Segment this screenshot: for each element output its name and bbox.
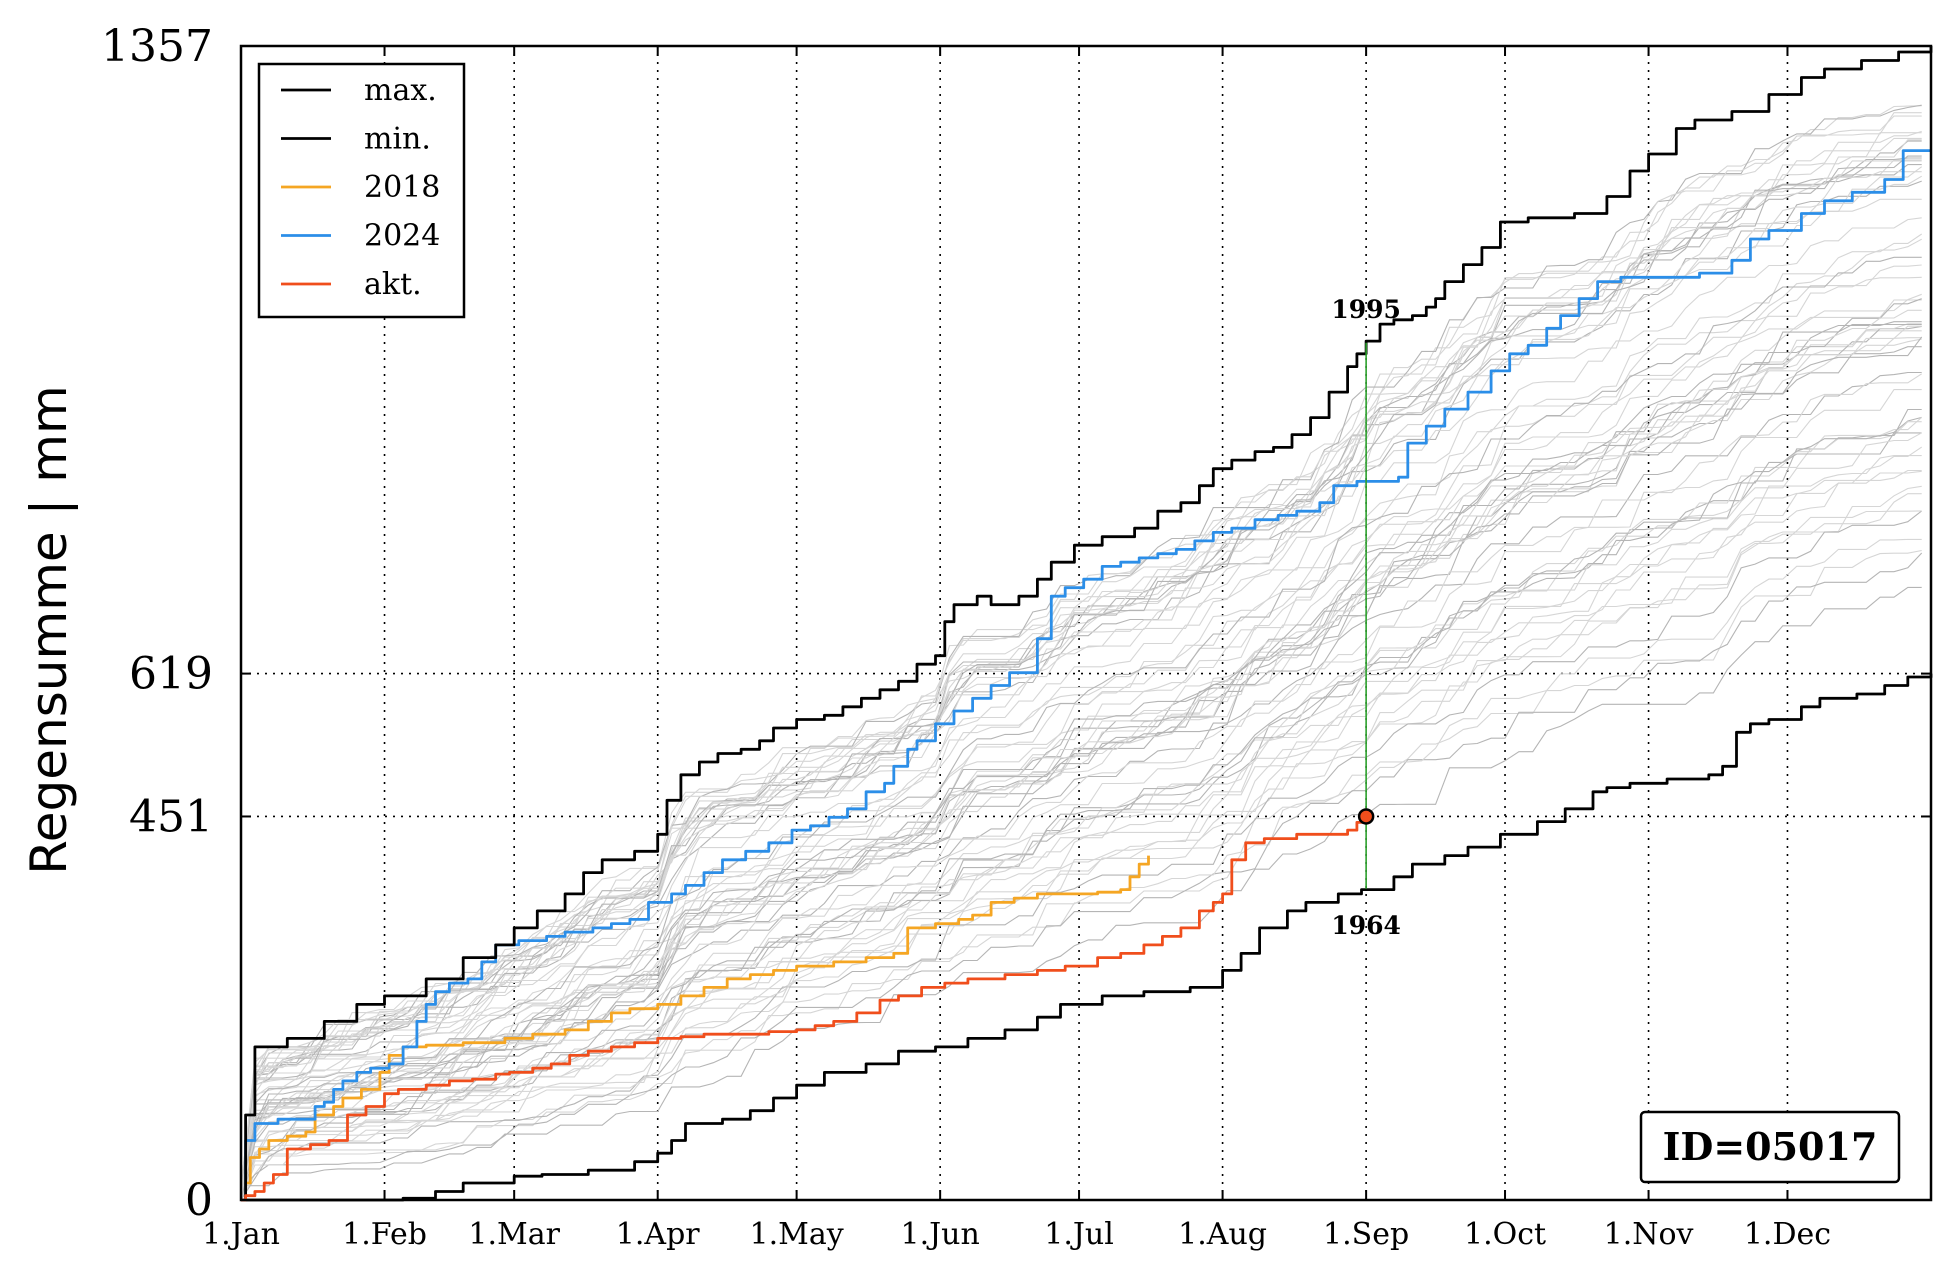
id-box: ID=05017 bbox=[1639, 1110, 1901, 1184]
y-tick-label: 619 bbox=[129, 649, 213, 700]
background-year-line bbox=[240, 325, 1922, 1184]
background-year-line bbox=[240, 166, 1923, 1201]
background-year-line bbox=[240, 346, 1922, 1184]
id-box-frame bbox=[1639, 1110, 1901, 1184]
background-year-line bbox=[240, 373, 1922, 1201]
legend-label: 2018 bbox=[364, 170, 440, 205]
background-year-line bbox=[240, 264, 1922, 1201]
background-year-line bbox=[240, 552, 1923, 1191]
background-year-line bbox=[240, 293, 1922, 1195]
legend-label: max. bbox=[364, 73, 437, 108]
background-year-line bbox=[240, 432, 1922, 1198]
background-year-line bbox=[240, 171, 1922, 1192]
background-year-line bbox=[240, 330, 1922, 1201]
background-year-line bbox=[240, 164, 1922, 1201]
series-line-max bbox=[241, 46, 1933, 1202]
background-year-line bbox=[240, 338, 1922, 1201]
background-year-line bbox=[240, 469, 1922, 1201]
background-year-line bbox=[240, 233, 1923, 1184]
current-value-marker bbox=[1357, 808, 1375, 825]
markers: 1995 1964 bbox=[1331, 295, 1401, 940]
background-year-line bbox=[240, 140, 1922, 1201]
background-year-line bbox=[240, 256, 1922, 1201]
x-tick-label: 1.Aug bbox=[1178, 1217, 1267, 1252]
background-year-line bbox=[240, 115, 1922, 1201]
y-tick-label: 451 bbox=[129, 791, 213, 842]
series-lines bbox=[241, 46, 1933, 1202]
x-tick-label: 1.Dec bbox=[1744, 1217, 1831, 1252]
background-year-lines bbox=[240, 104, 1923, 1201]
legend-label: min. bbox=[364, 122, 431, 157]
background-year-line bbox=[240, 323, 1922, 1201]
x-tick-label: 1.Mar bbox=[468, 1217, 560, 1252]
plot-frame bbox=[239, 44, 1933, 1202]
x-tick-label: 1.Sep bbox=[1323, 1217, 1409, 1252]
background-year-line bbox=[240, 159, 1922, 1201]
x-tick-label: 1.Jul bbox=[1044, 1217, 1114, 1252]
legend: max. min. 2018 2024 akt. bbox=[257, 62, 466, 319]
background-year-line bbox=[240, 538, 1922, 1201]
background-year-line bbox=[240, 549, 1922, 1201]
background-year-line bbox=[240, 175, 1922, 1201]
background-year-line bbox=[240, 470, 1922, 1201]
background-year-line bbox=[240, 217, 1922, 1201]
background-year-line bbox=[240, 160, 1922, 1201]
range-top-label: 1995 bbox=[1331, 295, 1401, 324]
x-tick-label: 1.Jun bbox=[901, 1217, 980, 1252]
background-year-line bbox=[240, 323, 1922, 1187]
background-year-line bbox=[240, 510, 1923, 1201]
background-year-line bbox=[241, 586, 1922, 1187]
background-year-line bbox=[240, 104, 1922, 1201]
background-year-line bbox=[240, 337, 1922, 1201]
series-line-2024 bbox=[241, 149, 1931, 1202]
background-year-line bbox=[240, 139, 1922, 1201]
background-year-line bbox=[240, 130, 1922, 1188]
id-label: ID=05017 bbox=[1663, 1124, 1878, 1169]
x-tick-label: 1.Feb bbox=[342, 1217, 427, 1252]
y-axis-label: Regensumme | mm bbox=[20, 385, 78, 874]
legend-label: 2024 bbox=[364, 219, 440, 254]
x-tick-label: 1.Apr bbox=[616, 1217, 700, 1252]
series-line-2018 bbox=[241, 855, 1150, 1202]
background-year-line bbox=[240, 180, 1922, 1194]
x-tick-label: 1.May bbox=[750, 1217, 844, 1252]
legend-box bbox=[257, 62, 466, 319]
series-line-akt bbox=[241, 816, 1368, 1202]
background-year-line bbox=[240, 432, 1922, 1187]
background-year-line bbox=[240, 336, 1923, 1188]
y-tick-label: 1357 bbox=[101, 21, 213, 72]
range-bottom-label: 1964 bbox=[1331, 911, 1401, 940]
x-tick-label: 1.Oct bbox=[1464, 1217, 1546, 1252]
x-tick-label: 1.Jan bbox=[202, 1217, 280, 1252]
series-line-min bbox=[241, 673, 1933, 1202]
y-tick-label: 0 bbox=[185, 1175, 213, 1226]
background-year-line bbox=[240, 510, 1922, 1185]
axis-ticks: 1.Jan 1.Feb 1.Mar 1.Apr 1.May 1.Jun 1.Jul 1.Aug… bbox=[101, 21, 1931, 1252]
background-year-line bbox=[240, 455, 1922, 1201]
x-tick-label: 1.Nov bbox=[1604, 1217, 1694, 1252]
background-year-line bbox=[240, 493, 1922, 1189]
legend-label: akt. bbox=[364, 267, 422, 302]
background-year-line bbox=[240, 325, 1922, 1201]
background-year-line bbox=[240, 298, 1922, 1195]
background-year-line bbox=[240, 276, 1922, 1201]
background-year-line bbox=[240, 371, 1922, 1201]
background-year-line bbox=[240, 416, 1923, 1194]
